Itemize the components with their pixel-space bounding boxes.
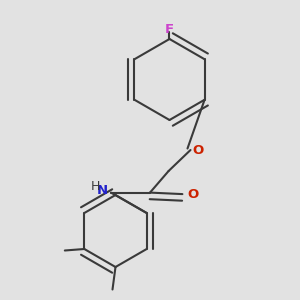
Text: F: F — [165, 23, 174, 36]
Text: O: O — [188, 188, 199, 201]
Text: N: N — [96, 184, 107, 197]
Text: H: H — [91, 180, 100, 193]
Text: O: O — [192, 143, 203, 157]
